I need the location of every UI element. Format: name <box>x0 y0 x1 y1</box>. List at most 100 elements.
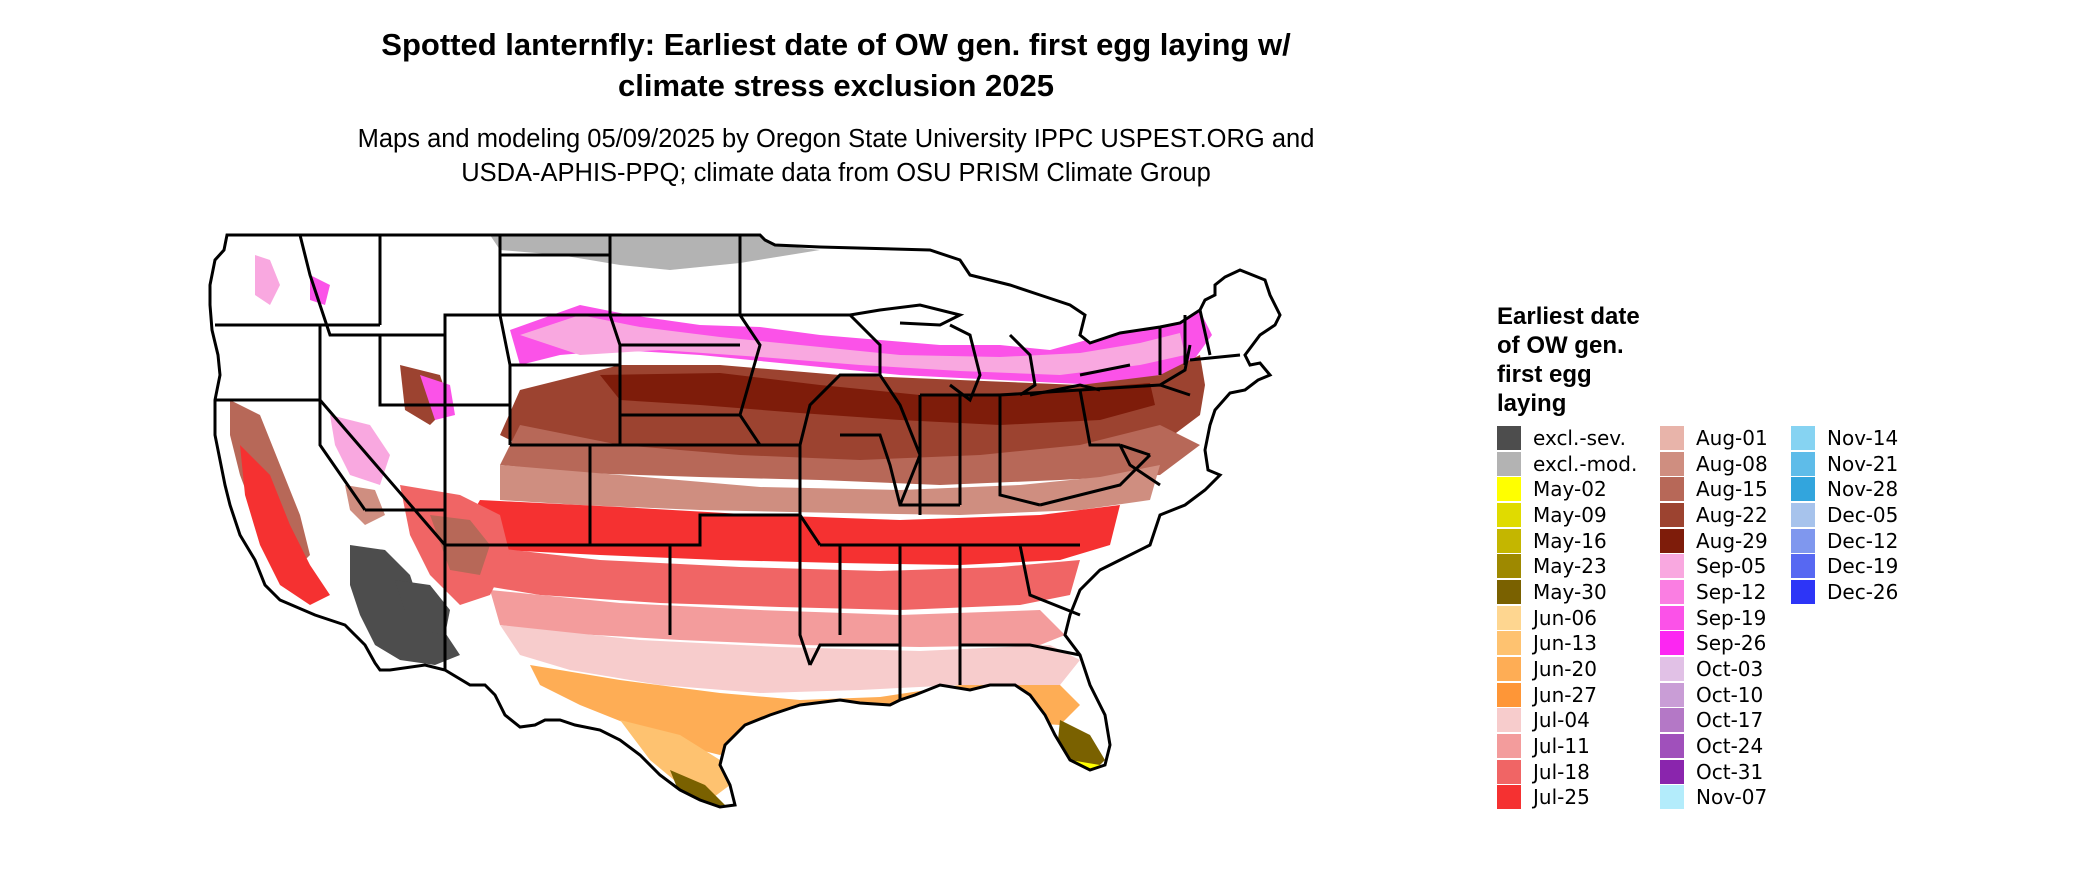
legend-swatch <box>1791 554 1815 579</box>
legend-swatch <box>1791 502 1815 527</box>
legend-item: Jul-04 <box>1497 708 1637 734</box>
legend-label: Jun-20 <box>1533 657 1597 682</box>
legend-swatch <box>1497 477 1521 502</box>
legend-swatch <box>1791 477 1815 502</box>
legend-swatch <box>1497 682 1521 707</box>
legend-label: Sep-12 <box>1696 579 1767 604</box>
map-title-line-2: climate stress exclusion 2025 <box>618 68 1054 103</box>
legend-swatch <box>1791 451 1815 476</box>
legend-swatch <box>1791 579 1815 604</box>
legend-swatch <box>1497 657 1521 682</box>
legend-swatch <box>1660 785 1684 810</box>
legend-item: Dec-19 <box>1791 553 1898 579</box>
legend-item: May-30 <box>1497 579 1637 605</box>
legend-column-1: excl.-sev. excl.-mod. May-02 May-09 May-16 Ma… <box>1497 425 1637 810</box>
legend-label: May-23 <box>1533 554 1607 579</box>
legend-item: Aug-29 <box>1660 528 1768 554</box>
map-title: Spotted lanternfly: Earliest date of OW … <box>236 24 1436 106</box>
legend-item: Nov-14 <box>1791 425 1898 451</box>
legend-item: Oct-10 <box>1660 682 1768 708</box>
legend-item: Aug-22 <box>1660 502 1768 528</box>
legend-swatch <box>1497 708 1521 733</box>
legend-item: Jun-27 <box>1497 682 1637 708</box>
legend-item: May-02 <box>1497 476 1637 502</box>
legend-label: Jul-18 <box>1533 759 1590 784</box>
legend-label: Nov-21 <box>1827 451 1899 476</box>
legend-item: Jul-11 <box>1497 733 1637 759</box>
legend-swatch <box>1497 605 1521 630</box>
legend-label: May-09 <box>1533 502 1607 527</box>
legend-item: Nov-07 <box>1660 785 1768 811</box>
state-boundaries <box>208 233 1282 809</box>
legend-label: Sep-19 <box>1696 605 1767 630</box>
legend-swatch <box>1660 528 1684 553</box>
legend-swatch <box>1660 682 1684 707</box>
legend-swatch <box>1497 579 1521 604</box>
legend-label: Aug-22 <box>1696 502 1768 527</box>
legend-label: Dec-19 <box>1827 554 1899 579</box>
legend-label: Aug-29 <box>1696 528 1768 553</box>
legend-swatch <box>1497 785 1521 810</box>
legend-label: May-30 <box>1533 579 1607 604</box>
legend-label: Jun-13 <box>1533 631 1597 656</box>
legend-swatch <box>1497 631 1521 656</box>
legend-item: excl.-sev. <box>1497 425 1637 451</box>
legend-swatch <box>1497 451 1521 476</box>
legend-item: excl.-mod. <box>1497 451 1637 477</box>
legend-item: Sep-12 <box>1660 579 1768 605</box>
legend-item: Oct-24 <box>1660 733 1768 759</box>
legend-item: Aug-15 <box>1660 476 1768 502</box>
legend-label: Oct-03 <box>1696 657 1764 682</box>
legend-item: Sep-26 <box>1660 631 1768 657</box>
legend-label: Aug-15 <box>1696 477 1768 502</box>
legend-swatch <box>1791 528 1815 553</box>
legend-swatch <box>1660 554 1684 579</box>
legend-title-line-3: first egg <box>1497 361 1592 388</box>
legend-label: Sep-26 <box>1696 631 1767 656</box>
legend-label: Nov-07 <box>1696 785 1768 810</box>
legend-swatch <box>1660 425 1684 450</box>
legend-item: May-23 <box>1497 553 1637 579</box>
legend-label: Jun-27 <box>1533 682 1597 707</box>
legend-item: Oct-17 <box>1660 708 1768 734</box>
legend-item: Sep-19 <box>1660 605 1768 631</box>
legend-item: Aug-01 <box>1660 425 1768 451</box>
legend-item: Dec-12 <box>1791 528 1898 554</box>
legend-label: May-02 <box>1533 477 1607 502</box>
legend-item: Dec-05 <box>1791 502 1898 528</box>
legend-label: Dec-05 <box>1827 502 1899 527</box>
map-subtitle: Maps and modeling 05/09/2025 by Oregon S… <box>236 122 1436 190</box>
legend-label: Oct-31 <box>1696 759 1764 784</box>
legend-label: Jun-06 <box>1533 605 1597 630</box>
legend-item: Nov-28 <box>1791 476 1898 502</box>
legend-swatch <box>1497 554 1521 579</box>
legend-title: Earliest date of OW gen. first egg layin… <box>1497 302 1757 418</box>
legend-item: Jul-18 <box>1497 759 1637 785</box>
legend-column-2: Aug-01 Aug-08 Aug-15 Aug-22 Aug-29 Sep-05 Sep-… <box>1660 425 1768 810</box>
legend-label: Jul-11 <box>1533 734 1590 759</box>
legend-item: Jun-06 <box>1497 605 1637 631</box>
legend-label: Oct-24 <box>1696 734 1764 759</box>
legend-item: May-09 <box>1497 502 1637 528</box>
legend-label: Aug-08 <box>1696 451 1768 476</box>
legend-swatch <box>1660 657 1684 682</box>
legend-label: Oct-10 <box>1696 682 1764 707</box>
us-map <box>208 233 1282 809</box>
legend-label: Aug-01 <box>1696 425 1768 450</box>
legend-swatch <box>1660 477 1684 502</box>
legend-item: Jun-13 <box>1497 631 1637 657</box>
legend-label: Oct-17 <box>1696 708 1764 733</box>
legend-swatch <box>1660 579 1684 604</box>
map-subtitle-line-2: USDA-APHIS-PPQ; climate data from OSU PR… <box>461 159 1211 187</box>
map-title-line-1: Spotted lanternfly: Earliest date of OW … <box>381 27 1291 62</box>
legend-swatch <box>1660 759 1684 784</box>
legend-label: Dec-26 <box>1827 579 1899 604</box>
legend-swatch <box>1791 425 1815 450</box>
legend-swatch <box>1660 708 1684 733</box>
legend-item: Oct-03 <box>1660 656 1768 682</box>
legend-title-line-2: of OW gen. <box>1497 332 1624 359</box>
legend-label: Sep-05 <box>1696 554 1767 579</box>
legend-swatch <box>1660 451 1684 476</box>
legend-label: excl.-sev. <box>1533 425 1626 450</box>
legend-swatch <box>1497 425 1521 450</box>
